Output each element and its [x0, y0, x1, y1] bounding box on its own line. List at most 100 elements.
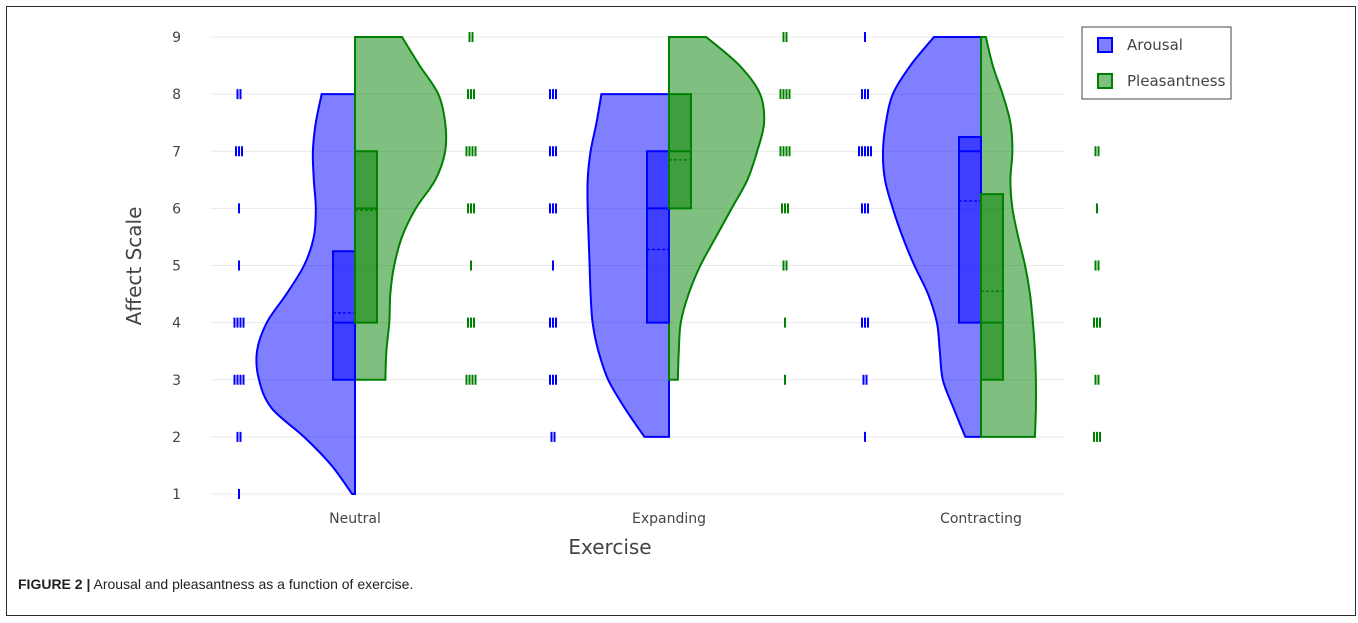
pleasantness-point-neutral-8 [473, 89, 475, 100]
arousal-box-expanding [646, 150, 670, 324]
arousal-point-expanding-3 [549, 374, 551, 385]
arousal-point-expanding-2 [553, 431, 556, 442]
arousal-point-expanding-4 [552, 317, 554, 328]
figure-caption: FIGURE 2 | Arousal and pleasantness as a… [18, 576, 413, 592]
arousal-point-neutral-8 [236, 89, 239, 100]
pleasantness-point-contracting-5 [1097, 260, 1100, 271]
figure-frame [6, 6, 1356, 616]
arousal-point-expanding-4 [555, 317, 557, 328]
arousal-point-expanding-8 [549, 89, 551, 100]
pleasantness-point-expanding-8 [788, 89, 791, 100]
x-tick-label-contracting: Contracting [940, 511, 1022, 527]
x-tick-label-expanding: Expanding [632, 511, 706, 527]
arousal-point-neutral-3 [239, 374, 242, 385]
pleasantness-point-expanding-6 [781, 203, 783, 214]
pleasantness-point-expanding-5 [785, 260, 788, 271]
arousal-point-expanding-7 [552, 146, 554, 157]
arousal-box-contracting [958, 135, 982, 324]
arousal-point-neutral-8 [239, 89, 242, 100]
pleasantness-point-neutral-3 [474, 374, 477, 385]
arousal-point-neutral-3 [236, 374, 239, 385]
pleasantness-point-neutral-5 [470, 260, 472, 271]
pleasantness-point-expanding-3 [784, 374, 786, 385]
pleasantness-point-neutral-4 [467, 317, 469, 328]
arousal-violin-contracting [881, 36, 982, 438]
arousal-point-neutral-4 [233, 317, 236, 328]
y-axis-title: Affect Scale [122, 207, 146, 326]
arousal-point-expanding-3 [555, 374, 557, 385]
pleasantness-point-expanding-9 [785, 32, 788, 42]
pleasantness-point-contracting-4 [1096, 317, 1098, 328]
arousal-point-contracting-7 [858, 146, 860, 157]
pleasantness-point-neutral-8 [470, 89, 472, 100]
arousal-box-neutral [332, 250, 356, 381]
pleasantness-point-expanding-9 [782, 32, 785, 42]
arousal-point-contracting-7 [861, 146, 863, 157]
arousal-point-neutral-7 [238, 146, 240, 157]
arousal-point-neutral-4 [236, 317, 239, 328]
pleasantness-point-contracting-4 [1099, 317, 1101, 328]
arousal-point-contracting-7 [867, 146, 869, 157]
arousal-point-contracting-8 [861, 89, 863, 100]
pleasantness-violin-expanding [668, 36, 766, 381]
arousal-point-expanding-2 [550, 431, 553, 442]
arousal-point-expanding-8 [555, 89, 557, 100]
pleasantness-point-contracting-5 [1094, 260, 1097, 271]
arousal-point-neutral-1 [238, 489, 240, 499]
legend[interactable]: Arousal Pleasantness [1081, 26, 1232, 100]
pleasantness-point-contracting-7 [1094, 146, 1097, 157]
pleasantness-point-expanding-7 [785, 146, 788, 157]
arousal-point-contracting-3 [865, 374, 868, 385]
pleasantness-point-neutral-4 [473, 317, 475, 328]
arousal-point-contracting-6 [864, 203, 866, 214]
arousal-point-expanding-6 [552, 203, 554, 214]
y-tick-label-9: 9 [172, 30, 181, 46]
arousal-point-neutral-4 [239, 317, 242, 328]
arousal-point-neutral-2 [236, 431, 239, 442]
pleasantness-box-contracting [980, 193, 1004, 381]
pleasantness-point-neutral-7 [474, 146, 477, 157]
arousal-point-contracting-4 [864, 317, 866, 328]
pleasantness-point-neutral-6 [470, 203, 472, 214]
pleasantness-point-neutral-6 [467, 203, 469, 214]
box-plots [332, 93, 1004, 381]
pleasantness-point-expanding-7 [782, 146, 785, 157]
pleasantness-legend-label[interactable]: Pleasantness [1127, 72, 1226, 90]
arousal-point-expanding-7 [549, 146, 551, 157]
pleasantness-point-neutral-9 [471, 32, 474, 42]
arousal-point-contracting-4 [867, 317, 869, 328]
arousal-point-expanding-3 [552, 374, 554, 385]
pleasantness-point-neutral-3 [468, 374, 471, 385]
arousal-point-contracting-4 [861, 317, 863, 328]
pleasantness-point-expanding-8 [785, 89, 788, 100]
pleasantness-point-contracting-2 [1093, 431, 1095, 442]
arousal-point-contracting-8 [864, 89, 866, 100]
pleasantness-point-neutral-7 [468, 146, 471, 157]
pleasantness-point-neutral-8 [467, 89, 469, 100]
arousal-point-contracting-3 [862, 374, 865, 385]
arousal-point-contracting-6 [867, 203, 869, 214]
arousal-point-contracting-8 [867, 89, 869, 100]
figure-label: FIGURE 2 | [18, 576, 91, 592]
arousal-point-expanding-6 [549, 203, 551, 214]
pleasantness-legend-swatch[interactable] [1097, 73, 1113, 89]
pleasantness-point-expanding-4 [784, 317, 786, 328]
arousal-point-contracting-6 [861, 203, 863, 214]
pleasantness-box-neutral [354, 150, 378, 324]
arousal-point-neutral-5 [238, 260, 240, 271]
arousal-point-neutral-7 [235, 146, 237, 157]
figure-caption-text: Arousal and pleasantness as a function o… [93, 576, 414, 592]
pleasantness-point-neutral-7 [471, 146, 474, 157]
pleasantness-point-contracting-7 [1097, 146, 1100, 157]
arousal-legend-swatch[interactable] [1097, 37, 1113, 53]
pleasantness-point-neutral-3 [465, 374, 468, 385]
arousal-point-expanding-6 [555, 203, 557, 214]
arousal-point-neutral-3 [233, 374, 236, 385]
pleasantness-point-expanding-8 [782, 89, 785, 100]
pleasantness-point-neutral-6 [473, 203, 475, 214]
pleasantness-point-neutral-9 [468, 32, 471, 42]
pleasantness-point-contracting-4 [1093, 317, 1095, 328]
arousal-legend-label[interactable]: Arousal [1127, 36, 1183, 54]
x-tick-label-neutral: Neutral [329, 511, 381, 527]
